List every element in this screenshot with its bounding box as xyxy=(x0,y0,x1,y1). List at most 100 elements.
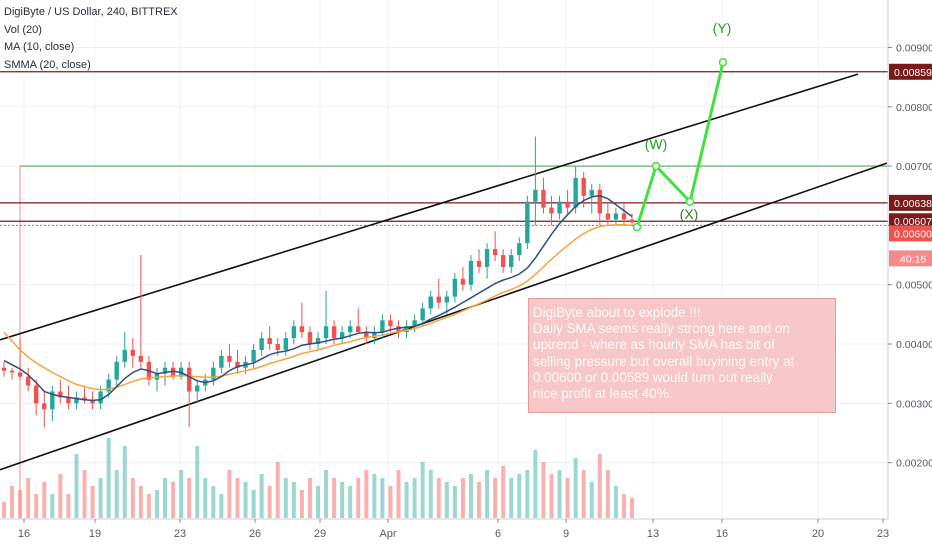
volume-bar xyxy=(316,486,320,518)
time-tick-label: 20 xyxy=(812,528,824,540)
legend-smma[interactable]: SMMA (20, close) xyxy=(4,58,91,71)
candle-body xyxy=(476,260,482,267)
volume-bar xyxy=(299,490,304,518)
time-tick-label: 26 xyxy=(249,528,261,540)
price-tick-label: 0.00300 xyxy=(896,398,932,410)
annotation-box[interactable]: DigiByte about to explode !!! Daily SMA … xyxy=(528,298,836,413)
volume-bar xyxy=(267,486,272,518)
candle-body xyxy=(412,320,417,327)
volume-bar xyxy=(380,478,385,518)
candle-body xyxy=(331,326,337,339)
volume-bar xyxy=(235,478,240,518)
wave-point xyxy=(651,161,661,171)
candle-body xyxy=(484,249,490,267)
candle-body xyxy=(283,338,288,350)
candle-body xyxy=(549,207,554,214)
volume-bar xyxy=(154,490,159,518)
volume-bar xyxy=(597,454,602,518)
volume-bar xyxy=(187,478,192,518)
candle-body xyxy=(509,255,514,267)
candle-body xyxy=(25,376,31,386)
candle-body xyxy=(452,278,458,297)
candle-body xyxy=(58,391,63,398)
legend-volume[interactable]: Vol (20) xyxy=(4,23,42,36)
candle-body xyxy=(307,332,313,345)
time-tick-label: 16 xyxy=(716,528,728,540)
volume-bar xyxy=(283,478,288,518)
candle-body xyxy=(573,177,578,208)
channel-lower-line xyxy=(0,162,888,471)
price-tag-bg xyxy=(889,225,932,242)
volume-bar xyxy=(364,470,369,518)
annotation-line: 0.00600 or 0.00589 would turn out really xyxy=(533,369,773,385)
candle-body xyxy=(235,361,240,368)
volume-bar xyxy=(195,446,200,518)
candle-body xyxy=(50,391,55,410)
candle-body xyxy=(541,189,546,208)
volume-bar xyxy=(509,478,514,518)
candle-body xyxy=(420,308,425,321)
candle-body xyxy=(90,400,95,404)
volume-bar xyxy=(307,478,312,518)
volume-bar xyxy=(163,478,168,518)
volume-bar xyxy=(179,470,184,518)
volume-bar xyxy=(82,470,87,518)
annotation-line: Daily SMA seems really strong here and o… xyxy=(533,321,790,337)
volume-bar xyxy=(2,502,6,518)
candle-body xyxy=(517,243,522,256)
volume-bar xyxy=(98,478,103,518)
volume-bar xyxy=(66,494,71,518)
candle-body xyxy=(492,249,498,256)
volume-bar xyxy=(549,474,554,518)
candle-body xyxy=(74,397,79,404)
candle-body xyxy=(388,320,393,327)
price-tick-label: 0.00700 xyxy=(896,161,932,173)
volume-bar xyxy=(243,482,248,518)
volume-bar xyxy=(340,482,345,518)
volume-bar xyxy=(171,482,176,518)
price-tick-label: 0.00800 xyxy=(896,102,932,114)
volume-bar xyxy=(138,486,143,518)
volume-bar xyxy=(259,474,264,518)
candle-body xyxy=(138,355,144,362)
volume-bar xyxy=(219,494,224,518)
candle-body xyxy=(219,355,224,368)
candle-body xyxy=(9,370,15,373)
wave-point xyxy=(718,58,728,67)
candle-body xyxy=(557,201,562,214)
volume-bar xyxy=(106,438,111,518)
legend-symbol[interactable]: DigiByte / US Dollar, 240, BITTREX xyxy=(4,6,178,18)
candle-body xyxy=(629,219,635,223)
candle-body xyxy=(468,260,474,285)
volume-bar xyxy=(412,478,417,518)
candle-body xyxy=(17,372,23,377)
candle-body xyxy=(66,397,71,404)
time-tick-label: 13 xyxy=(647,528,659,540)
price-tag-bg xyxy=(889,213,932,230)
price-tick-label: 0.00900 xyxy=(896,42,932,54)
time-tick-label: 9 xyxy=(563,528,569,540)
candle-body xyxy=(565,201,570,208)
volume-bar xyxy=(58,474,63,518)
channel-upper-line xyxy=(0,73,859,341)
volume-bar xyxy=(428,470,433,518)
volume-bar xyxy=(90,486,95,518)
time-tick-label: 16 xyxy=(18,528,30,540)
candle-body xyxy=(130,349,136,356)
candle-body xyxy=(195,385,200,392)
legend-ma[interactable]: MA (10, close) xyxy=(4,41,75,53)
volume-bar xyxy=(227,470,232,518)
candle-body xyxy=(605,213,611,220)
wave-point xyxy=(685,197,695,206)
candle-body xyxy=(364,332,369,339)
volume-bar xyxy=(630,498,634,518)
time-tick-label: 29 xyxy=(314,528,326,540)
candle-body xyxy=(396,326,401,333)
candle-body xyxy=(339,332,345,339)
annotation-line: DigiByte about to explode !!! xyxy=(533,305,701,320)
candle-body xyxy=(613,213,619,220)
candle-body xyxy=(186,367,192,392)
volume-bar xyxy=(74,454,79,518)
volume-bar xyxy=(436,478,441,518)
